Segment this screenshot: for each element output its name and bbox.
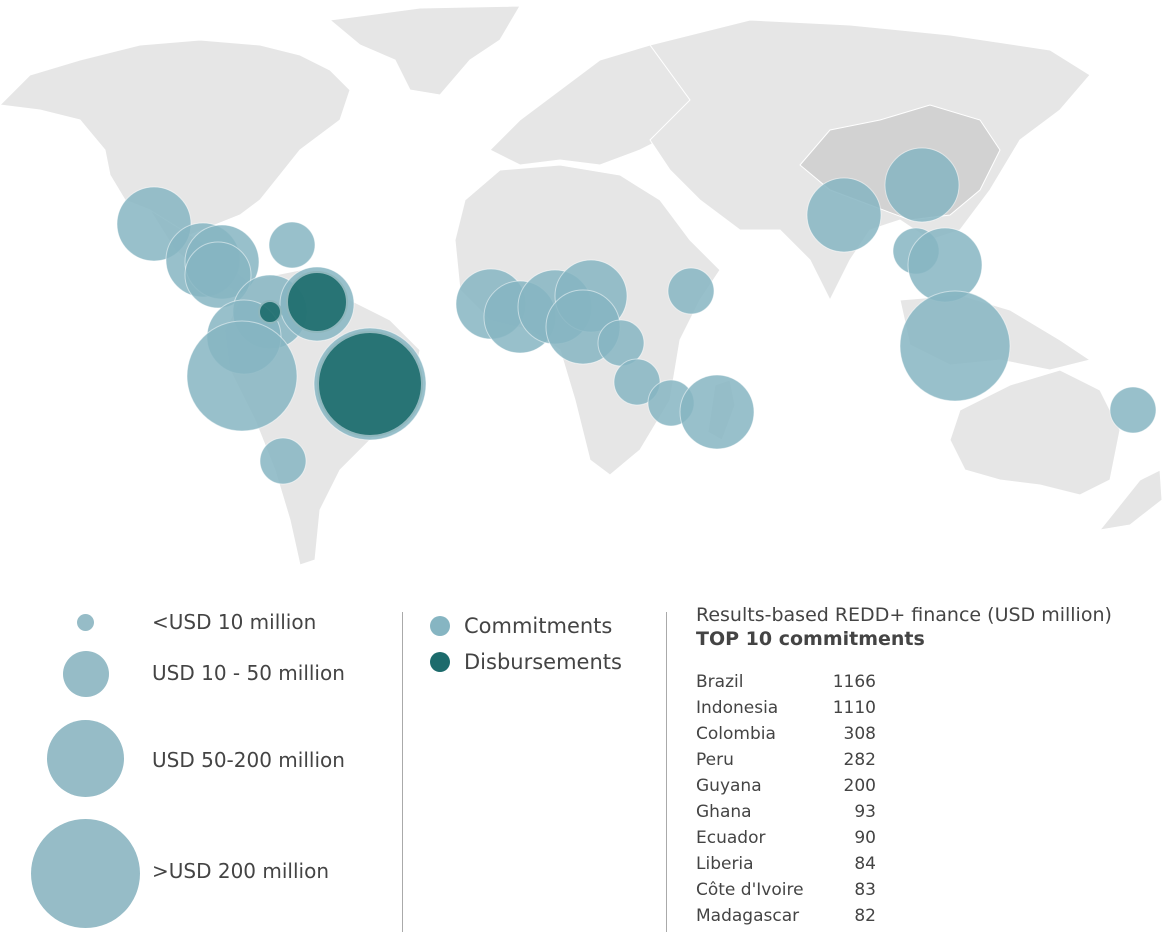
country-value: 90 [854,828,876,848]
divider-right [666,612,667,932]
bubble-madagascar [679,374,755,450]
country-value: 84 [854,854,876,874]
country-value: 93 [854,802,876,822]
greenland [328,5,521,96]
bubble-guyana-disburse [286,271,348,333]
table-row: Madagascar 82 [696,906,876,932]
disbursements-dot [430,652,450,672]
bubble-zambia [613,358,661,406]
north-america [0,39,351,236]
bubble-india [806,177,882,253]
country-name: Peru [696,750,734,770]
country-value: 83 [854,880,876,900]
country-value: 1166 [832,672,876,692]
bubble-colombia-disburse [258,300,282,324]
bubbles [116,147,1157,485]
size-label-m: USD 50-200 million [152,748,345,772]
country-value: 200 [843,776,876,796]
country-value: 282 [843,750,876,770]
table-row: Peru 282 [696,750,876,776]
size-label-s: USD 10 - 50 million [152,661,345,685]
bubble-ethiopia [667,267,715,315]
size-circle-xs [77,614,94,631]
table-row: Ecuador 90 [696,828,876,854]
country-name: Brazil [696,672,744,692]
size-circle-m [47,720,124,797]
country-value: 82 [854,906,876,926]
country-name: Guyana [696,776,762,796]
bubble-central-america-3 [184,241,252,309]
country-name: Indonesia [696,698,779,718]
bubble-dominican-republic [268,221,316,269]
size-legend: <USD 10 million USD 10 - 50 million USD … [0,590,400,936]
bubble-indonesia [899,290,1011,402]
bubble-fiji [1109,386,1157,434]
disbursements-label: Disbursements [464,650,622,674]
table-row: Liberia 84 [696,854,876,880]
country-name: Côte d'Ivoire [696,880,804,900]
type-legend: Commitments Disbursements [430,608,622,680]
top10-subtitle: TOP 10 commitments [696,628,925,650]
bubble-china [884,147,960,223]
new-zealand [1098,469,1163,531]
table-row: Ghana 93 [696,802,876,828]
country-name: Madagascar [696,906,800,926]
bubble-brazil-disburse [317,331,423,437]
top10-table: Brazil 1166 Indonesia 1110 Colombia 308 Per… [696,672,876,932]
bubble-vietnam [907,227,983,303]
country-name: Ecuador [696,828,766,848]
commitments-label: Commitments [464,614,613,638]
country-value: 1110 [832,698,876,718]
top10-panel: Results-based REDD+ finance (USD million… [696,604,1166,932]
country-value: 308 [843,724,876,744]
bubble-peru [186,320,298,432]
size-label-l: >USD 200 million [152,859,330,883]
table-row: Indonesia 1110 [696,698,876,724]
size-label-xs: <USD 10 million [152,610,317,634]
table-row: Guyana 200 [696,776,876,802]
type-row-disbursements: Disbursements [430,644,622,680]
country-name: Ghana [696,802,752,822]
commitments-dot [430,616,450,636]
country-name: Liberia [696,854,754,874]
table-row: Brazil 1166 [696,672,876,698]
table-row: Colombia 308 [696,724,876,750]
size-circle-l [31,819,140,928]
type-row-commitments: Commitments [430,608,622,644]
divider-left [402,612,403,932]
top10-title: Results-based REDD+ finance (USD million… [696,604,1112,626]
world-map [0,5,1163,566]
country-name: Colombia [696,724,776,744]
table-row: Côte d'Ivoire 83 [696,880,876,906]
bubble-chile [259,437,307,485]
australia [949,369,1121,496]
size-circle-s [63,651,109,697]
